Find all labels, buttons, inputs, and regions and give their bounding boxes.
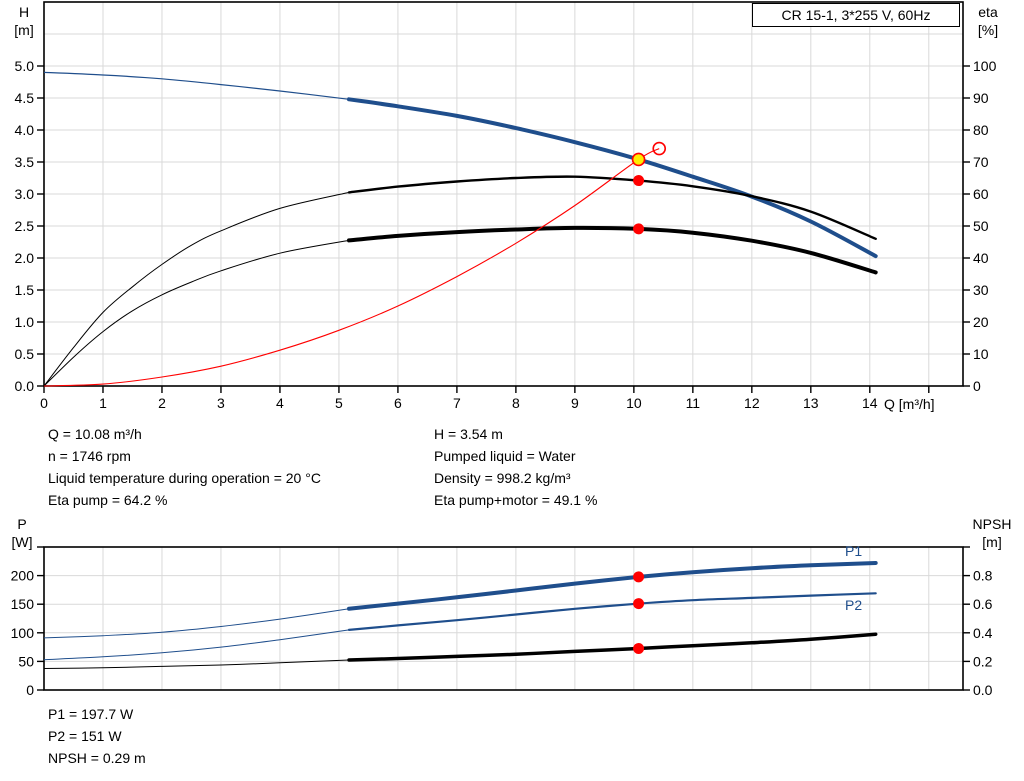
x-axis-tick-label: 0	[40, 395, 48, 411]
eta-pump-motor-curve-extended-range	[43, 239, 350, 387]
p2-curve	[347, 592, 877, 631]
x-axis-tick-label: 1	[99, 395, 107, 411]
duty-data-left-column: Q = 10.08 m³/h n = 1746 rpm Liquid tempe…	[48, 423, 321, 511]
p1-curve-label: P1	[845, 543, 863, 559]
left-axis-tick-label: 0.5	[15, 346, 35, 362]
right-axis-tick-label: 0.0	[973, 682, 993, 698]
p2-result-line: P2 = 151 W	[48, 728, 122, 744]
x-axis-tick-label: 13	[803, 395, 819, 411]
head-efficiency-chart: 0.00.51.01.52.02.53.03.54.04.55.00102030…	[15, 1, 997, 411]
eta-pump-operating-point	[633, 175, 645, 187]
right-axis-tick-label: 90	[973, 90, 989, 106]
eta-pump-line: Eta pump = 64.2 %	[48, 492, 168, 508]
head-value-line: H = 3.54 m	[434, 426, 503, 442]
left-axis-tick-label: 3.5	[15, 154, 35, 170]
x-axis-tick-label: 14	[862, 395, 878, 411]
right-axis-tick-label: 10	[973, 346, 989, 362]
x-axis-tick-label: 12	[744, 395, 760, 411]
p2-curve-label: P2	[845, 597, 863, 613]
pumped-liquid-line: Pumped liquid = Water	[434, 448, 576, 464]
results-block: P1 = 197.7 W P2 = 151 W NPSH = 0.29 m	[48, 703, 146, 769]
p1-curve-extended-range	[43, 608, 350, 639]
hq-curve-extended-range	[43, 71, 350, 100]
p1-result-line: P1 = 197.7 W	[48, 706, 134, 722]
left-axis-tick-label: 2.0	[15, 250, 35, 266]
right-axis-tick-label: 80	[973, 122, 989, 138]
p2-curve-extended-range	[43, 629, 350, 661]
right-axis-tick-label: 70	[973, 154, 989, 170]
p-axis-title-unit: [W]	[11, 534, 33, 550]
npsh-axis-title-unit: [m]	[982, 534, 1002, 550]
left-axis-tick-label: 50	[18, 653, 34, 669]
npsh-curve-extended-range	[43, 659, 350, 669]
right-axis-tick-label: 0.2	[973, 653, 993, 669]
x-axis-tick-label: 8	[512, 395, 520, 411]
x-axis-tick-label: 7	[453, 395, 461, 411]
x-axis-tick-label: 10	[626, 395, 642, 411]
eta-pump-motor-operating-point	[633, 223, 645, 235]
x-axis-tick-label: 9	[571, 395, 579, 411]
right-axis-tick-label: 20	[973, 314, 989, 330]
pump-designation-box: CR 15-1, 3*255 V, 60Hz	[752, 3, 960, 27]
p2-operating-point	[633, 598, 645, 610]
left-axis-tick-label: 2.5	[15, 218, 35, 234]
left-axis-tick-label: 0.0	[15, 378, 35, 394]
duty-data-right-column: H = 3.54 m Pumped liquid = Water Density…	[434, 423, 597, 511]
right-axis-tick-label: 0.4	[973, 625, 993, 641]
right-axis-tick-label: 40	[973, 250, 989, 266]
p1-curve	[347, 561, 878, 611]
system-curve-curve	[43, 148, 660, 387]
right-axis-tick-label: 0.8	[973, 568, 993, 584]
flow-value-line: Q = 10.08 m³/h	[48, 426, 142, 442]
npsh-result-line: NPSH = 0.29 m	[48, 750, 146, 766]
pump-designation-label: CR 15-1, 3*255 V, 60Hz	[781, 7, 931, 23]
p-axis-title-symbol: P	[17, 516, 27, 532]
duty-point[interactable]	[631, 152, 646, 167]
left-axis-tick-label: 0	[26, 682, 34, 698]
power-npsh-chart-frame	[43, 546, 964, 691]
npsh-operating-point	[633, 643, 645, 655]
right-axis-tick-label: 60	[973, 186, 989, 202]
right-axis-tick-label: 0.6	[973, 596, 993, 612]
requested-duty-point[interactable]	[652, 141, 667, 156]
right-axis-tick-label: 50	[973, 218, 989, 234]
left-axis-tick-label: 4.0	[15, 122, 35, 138]
power-npsh-chart: 0 50 100 150 200 0.0 0.2 0.4 0.6 0.8	[11, 546, 993, 698]
x-axis-tick-label: 4	[276, 395, 284, 411]
right-axis-tick-label: 0	[973, 378, 981, 394]
npsh-curve	[347, 632, 878, 662]
left-axis-tick-label: 5.0	[15, 58, 35, 74]
density-line: Density = 998.2 kg/m³	[434, 470, 571, 486]
x-axis-tick-label: 5	[335, 395, 343, 411]
right-axis-tick-label: 100	[973, 58, 997, 74]
left-axis-tick-label: 150	[11, 596, 35, 612]
hq-curve	[347, 97, 878, 259]
eta-pump-motor-line: Eta pump+motor = 49.1 %	[434, 492, 598, 508]
p1-operating-point	[633, 571, 645, 583]
eta-pump-motor-curve	[347, 225, 878, 275]
eta-pump-curve	[347, 175, 877, 240]
left-axis-tick-label: 100	[11, 625, 35, 641]
eta-axis-title-symbol: eta	[978, 4, 998, 20]
x-axis-tick-label: 11	[686, 395, 701, 411]
left-axis-tick-label: 1.5	[15, 282, 35, 298]
right-axis-tick-label: 30	[973, 282, 989, 298]
x-axis-tick-label: 2	[158, 395, 166, 411]
h-axis-title-symbol: H	[18, 4, 30, 20]
speed-value-line: n = 1746 rpm	[48, 448, 131, 464]
left-axis-tick-label: 3.0	[15, 186, 35, 202]
h-axis-title-unit: [m]	[14, 22, 34, 38]
left-axis-tick-label: 200	[11, 568, 35, 584]
q-axis-unit-label: Q [m³/h]	[884, 396, 935, 412]
x-axis-tick-label: 6	[394, 395, 402, 411]
eta-pump-curve-extended-range	[43, 191, 350, 387]
npsh-axis-title-symbol: NPSH	[972, 516, 1012, 532]
left-axis-tick-label: 1.0	[15, 314, 35, 330]
left-axis-tick-label: 4.5	[15, 90, 35, 106]
x-axis-tick-label: 3	[217, 395, 225, 411]
eta-axis-title-unit: [%]	[977, 22, 999, 38]
liquid-temp-line: Liquid temperature during operation = 20…	[48, 470, 321, 486]
